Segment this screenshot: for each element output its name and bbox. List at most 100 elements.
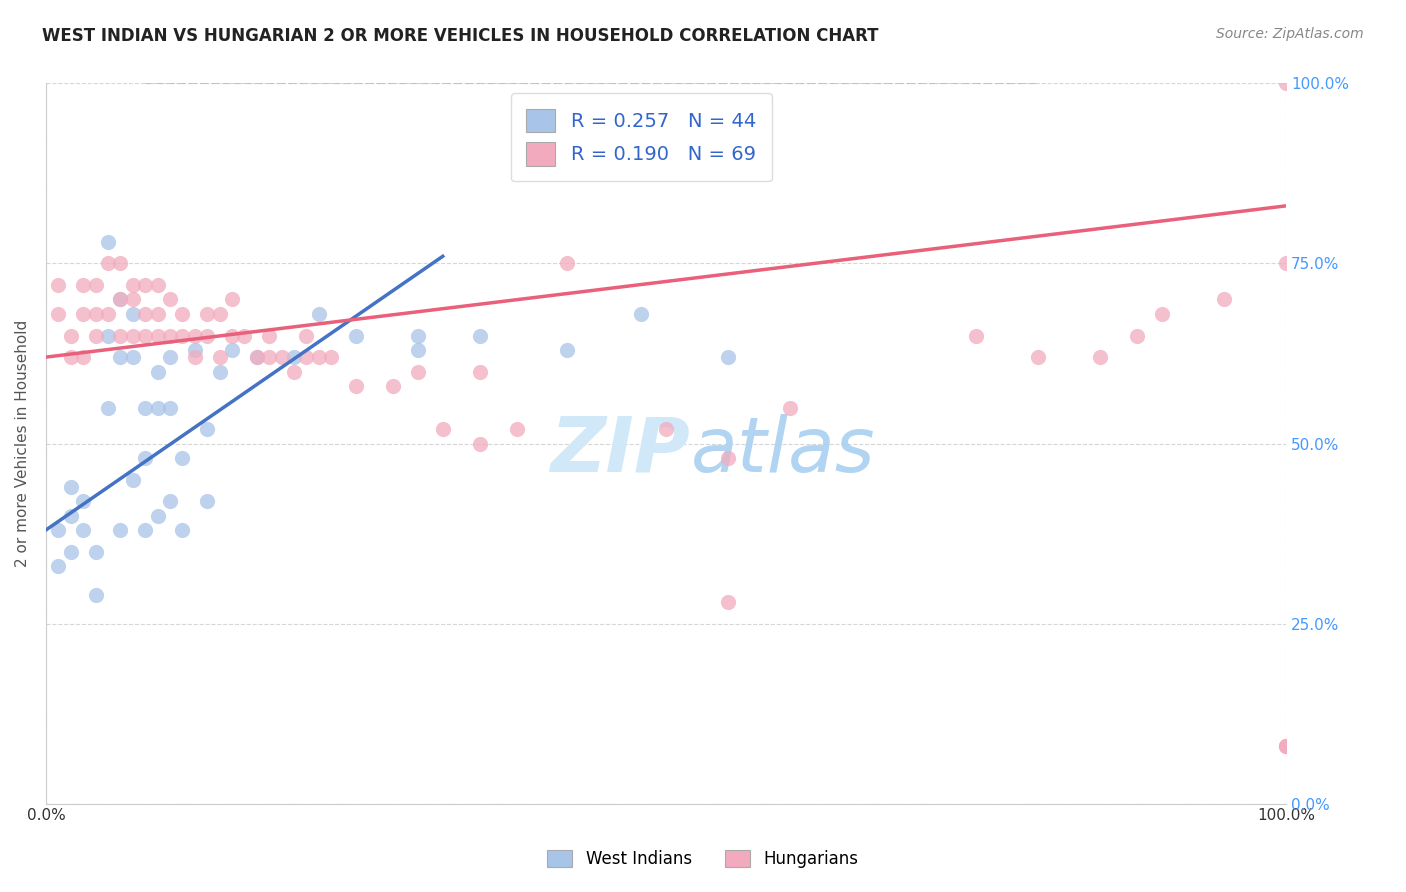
Point bbox=[506, 422, 529, 436]
Point bbox=[110, 523, 132, 537]
Legend: R = 0.257   N = 44, R = 0.190   N = 69: R = 0.257 N = 44, R = 0.190 N = 69 bbox=[510, 93, 772, 181]
Point bbox=[97, 256, 120, 270]
Point bbox=[965, 328, 987, 343]
Point bbox=[172, 450, 194, 465]
Point bbox=[59, 350, 82, 364]
Point bbox=[344, 328, 367, 343]
Point bbox=[1275, 256, 1298, 270]
Point bbox=[84, 544, 107, 558]
Point bbox=[208, 350, 231, 364]
Point bbox=[97, 401, 120, 415]
Point bbox=[295, 328, 318, 343]
Point bbox=[406, 364, 429, 378]
Text: atlas: atlas bbox=[690, 414, 876, 488]
Point bbox=[48, 523, 70, 537]
Text: ZIP: ZIP bbox=[551, 414, 690, 488]
Point bbox=[97, 328, 120, 343]
Point bbox=[382, 379, 405, 393]
Point bbox=[159, 350, 181, 364]
Point bbox=[121, 293, 143, 307]
Point bbox=[146, 328, 169, 343]
Point bbox=[121, 473, 143, 487]
Point bbox=[221, 328, 243, 343]
Point bbox=[1088, 350, 1111, 364]
Point bbox=[172, 328, 194, 343]
Point bbox=[159, 293, 181, 307]
Point bbox=[555, 343, 578, 357]
Point bbox=[257, 328, 280, 343]
Point bbox=[1213, 293, 1236, 307]
Point bbox=[59, 508, 82, 523]
Point bbox=[1150, 307, 1173, 321]
Point bbox=[283, 364, 305, 378]
Point bbox=[159, 328, 181, 343]
Point bbox=[1275, 77, 1298, 91]
Point bbox=[72, 523, 94, 537]
Point bbox=[195, 422, 218, 436]
Point bbox=[159, 401, 181, 415]
Point bbox=[1126, 328, 1149, 343]
Point bbox=[308, 350, 330, 364]
Point bbox=[134, 278, 156, 293]
Point bbox=[134, 307, 156, 321]
Point bbox=[121, 307, 143, 321]
Legend: West Indians, Hungarians: West Indians, Hungarians bbox=[541, 843, 865, 875]
Point bbox=[48, 307, 70, 321]
Y-axis label: 2 or more Vehicles in Household: 2 or more Vehicles in Household bbox=[15, 320, 30, 567]
Point bbox=[84, 588, 107, 602]
Point bbox=[110, 328, 132, 343]
Point bbox=[308, 307, 330, 321]
Point bbox=[184, 343, 207, 357]
Point bbox=[406, 343, 429, 357]
Point bbox=[146, 278, 169, 293]
Point bbox=[72, 350, 94, 364]
Point bbox=[48, 278, 70, 293]
Point bbox=[432, 422, 454, 436]
Point bbox=[1275, 739, 1298, 753]
Point bbox=[48, 558, 70, 573]
Point bbox=[195, 307, 218, 321]
Point bbox=[172, 307, 194, 321]
Point bbox=[134, 401, 156, 415]
Point bbox=[172, 523, 194, 537]
Text: Source: ZipAtlas.com: Source: ZipAtlas.com bbox=[1216, 27, 1364, 41]
Point bbox=[1275, 739, 1298, 753]
Point bbox=[110, 293, 132, 307]
Point bbox=[270, 350, 292, 364]
Point bbox=[195, 328, 218, 343]
Point bbox=[72, 278, 94, 293]
Point bbox=[406, 328, 429, 343]
Point bbox=[246, 350, 269, 364]
Point bbox=[121, 350, 143, 364]
Point bbox=[110, 256, 132, 270]
Point bbox=[468, 436, 491, 450]
Point bbox=[208, 364, 231, 378]
Point bbox=[321, 350, 343, 364]
Point bbox=[344, 379, 367, 393]
Point bbox=[146, 401, 169, 415]
Point bbox=[84, 328, 107, 343]
Text: WEST INDIAN VS HUNGARIAN 2 OR MORE VEHICLES IN HOUSEHOLD CORRELATION CHART: WEST INDIAN VS HUNGARIAN 2 OR MORE VEHIC… bbox=[42, 27, 879, 45]
Point bbox=[257, 350, 280, 364]
Point bbox=[59, 328, 82, 343]
Point bbox=[97, 235, 120, 249]
Point bbox=[208, 307, 231, 321]
Point bbox=[468, 364, 491, 378]
Point bbox=[134, 328, 156, 343]
Point bbox=[146, 307, 169, 321]
Point bbox=[283, 350, 305, 364]
Point bbox=[184, 328, 207, 343]
Point bbox=[72, 307, 94, 321]
Point bbox=[110, 293, 132, 307]
Point bbox=[468, 328, 491, 343]
Point bbox=[59, 480, 82, 494]
Point bbox=[655, 422, 678, 436]
Point bbox=[1275, 739, 1298, 753]
Point bbox=[630, 307, 652, 321]
Point bbox=[84, 278, 107, 293]
Point bbox=[195, 494, 218, 508]
Point bbox=[72, 494, 94, 508]
Point bbox=[1026, 350, 1049, 364]
Point bbox=[555, 256, 578, 270]
Point bbox=[295, 350, 318, 364]
